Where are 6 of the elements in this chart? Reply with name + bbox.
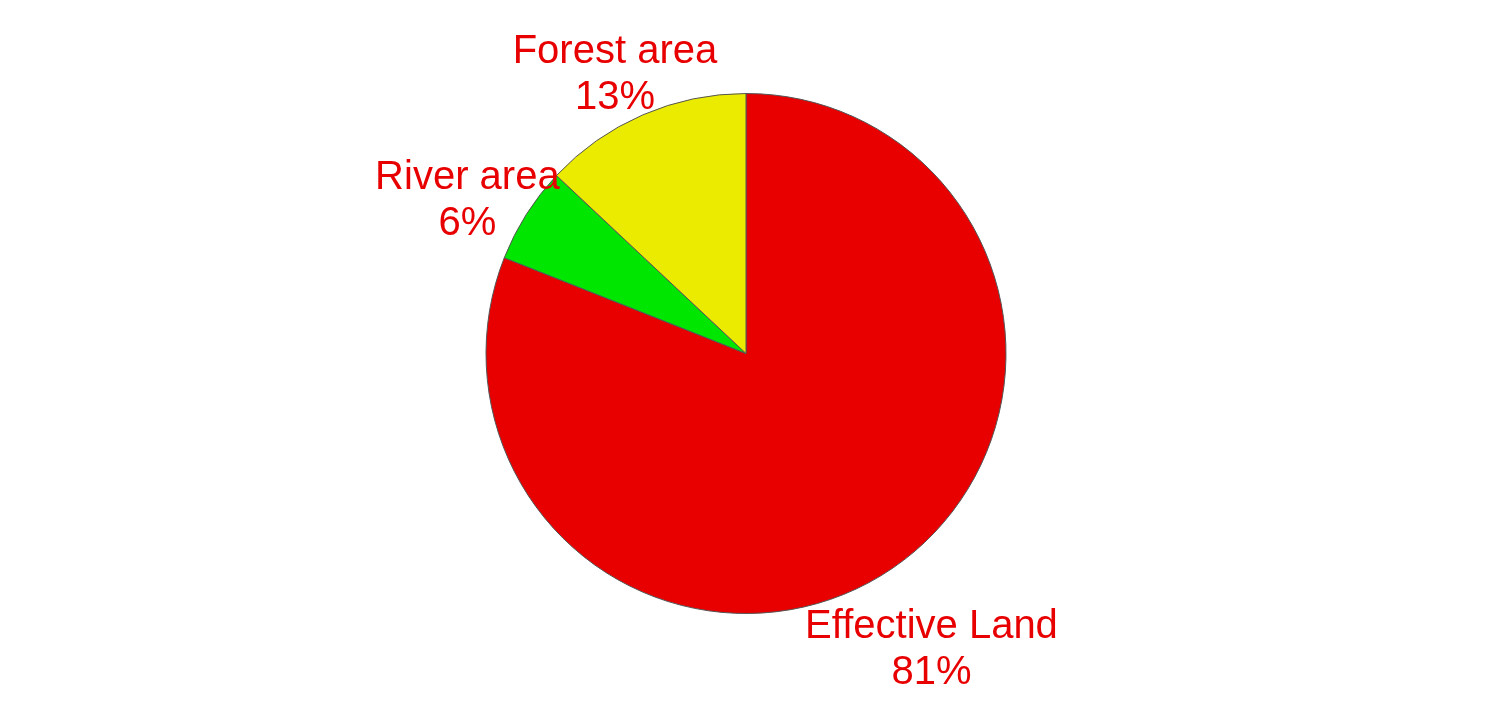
slice-label: Forest area: [512, 26, 718, 71]
slice-label: River area: [375, 152, 561, 197]
slice-label: Effective Land: [805, 602, 1058, 647]
data-label: 81%: [891, 648, 972, 693]
data-label: 6%: [438, 198, 497, 243]
data-label: 13%: [574, 72, 655, 117]
